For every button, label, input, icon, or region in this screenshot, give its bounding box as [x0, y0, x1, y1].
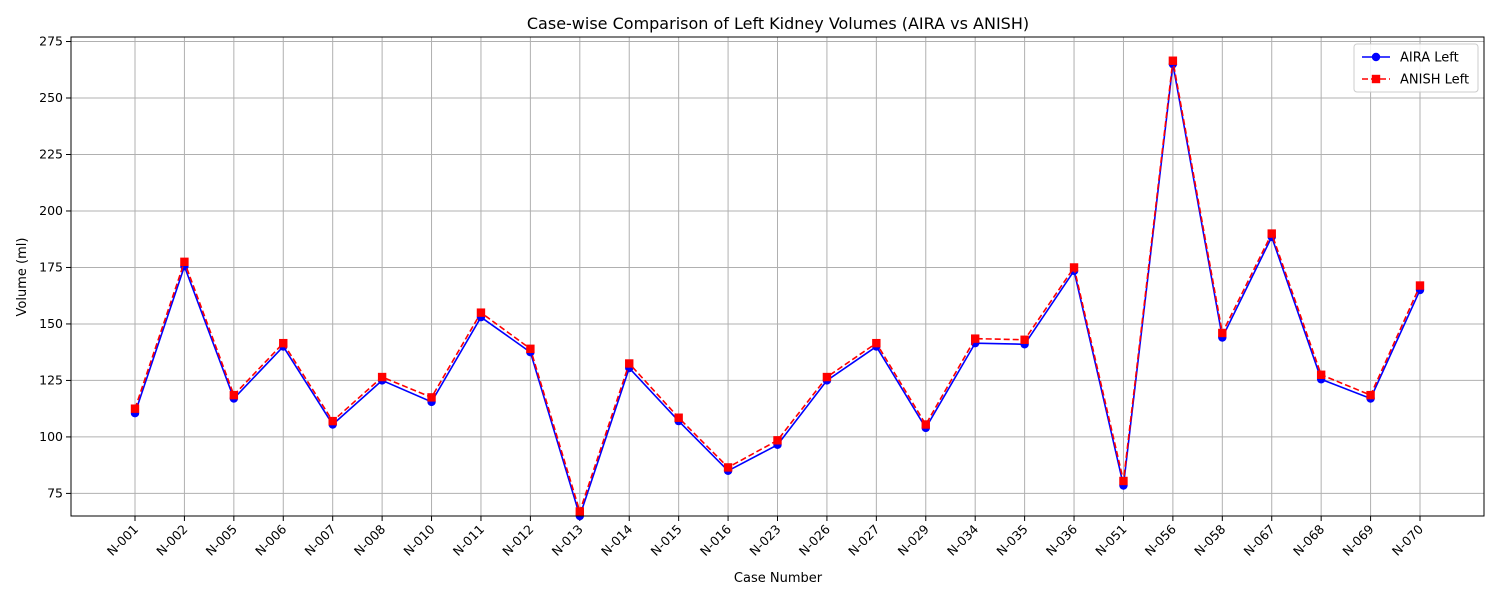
data-point [872, 338, 881, 348]
x-tick-label: N-035 [993, 522, 1030, 559]
x-tick-label: N-027 [845, 522, 882, 559]
x-tick-label: N-023 [746, 522, 783, 559]
data-point [130, 404, 140, 413]
data-point [377, 372, 387, 382]
data-point [1415, 281, 1425, 290]
data-point [1020, 335, 1029, 344]
x-tick-label: N-067 [1241, 522, 1278, 559]
data-point [229, 390, 239, 400]
y-tick-label: 125 [39, 372, 63, 387]
x-tick-label: N-014 [598, 521, 635, 558]
data-point [1168, 56, 1178, 65]
x-tick-label: N-010 [400, 521, 437, 558]
data-point [328, 416, 337, 426]
x-tick-label: N-005 [203, 522, 240, 559]
y-tick-label: 225 [39, 146, 63, 161]
data-point [1218, 328, 1227, 338]
data-point [970, 334, 980, 343]
x-tick-label: N-012 [499, 522, 536, 559]
y-tick-label: 200 [39, 203, 63, 218]
y-tick-label: 100 [39, 429, 63, 444]
legend-box [1353, 43, 1479, 93]
data-point [575, 507, 585, 516]
x-tick-label: N-058 [1191, 521, 1228, 558]
x-axis-label: Case Number [734, 571, 823, 586]
y-axis-label: Volume (ml) [15, 238, 30, 317]
chart-title: Case-wise Comparison of Left Kidney Volu… [527, 14, 1029, 33]
x-tick-label: N-026 [796, 521, 833, 558]
data-point [1267, 229, 1276, 238]
y-tick-label: 175 [39, 259, 63, 274]
x-tick-label: N-034 [944, 521, 981, 558]
data-point [773, 436, 782, 445]
data-point [476, 308, 486, 317]
series [130, 56, 1425, 521]
x-tick-label: N-002 [153, 522, 190, 559]
x-tick-label: N-068 [1290, 521, 1327, 558]
y-tick-label: 75 [47, 485, 63, 500]
data-point [279, 338, 288, 348]
x-tick-label: N-006 [252, 521, 289, 558]
y-tick-label: 150 [39, 316, 63, 331]
data-point [921, 420, 930, 429]
x-tick-label: N-070 [1389, 521, 1426, 558]
x-tick-label: N-036 [1043, 521, 1080, 558]
x-tick-label: N-013 [549, 522, 586, 559]
x-tick-label: N-069 [1339, 521, 1376, 558]
data-point [1366, 390, 1375, 400]
data-point [1119, 476, 1128, 486]
y-tick-label: 250 [39, 90, 63, 105]
data-point [822, 372, 832, 382]
legend: AIRA Left ANISH Left [1353, 43, 1479, 93]
data-point [723, 463, 733, 472]
legend-label: ANISH Left [1400, 73, 1469, 88]
x-tick-label: N-007 [302, 522, 339, 559]
x-tick-label: N-029 [895, 521, 932, 558]
series-anish-left [130, 56, 1425, 516]
data-point [1316, 370, 1326, 379]
x-tick-label: N-008 [351, 521, 388, 558]
y-tick-label: 275 [39, 34, 63, 49]
data-point [526, 344, 535, 354]
x-tick-label: N-011 [450, 522, 487, 559]
legend-marker [1371, 52, 1381, 62]
x-tick-label: N-015 [647, 522, 684, 559]
y-axis-ticks: 75 100 125 150 175 200 225 250 275 [39, 34, 71, 500]
x-tick-label: N-051 [1092, 522, 1129, 559]
plot-area-frame [70, 36, 1485, 517]
data-point [1069, 263, 1079, 272]
data-point [180, 257, 189, 267]
x-tick-label: N-056 [1142, 521, 1179, 558]
x-axis-ticks: N-001 N-002 N-005 N-006 N-007 N-008 N-010 N-011… [104, 516, 1426, 559]
data-point [625, 359, 634, 368]
x-tick-label: N-001 [104, 522, 141, 559]
data-point [427, 393, 436, 402]
legend-marker [1371, 74, 1381, 84]
x-tick-label: N-016 [697, 521, 734, 558]
legend-label: AIRA Left [1400, 51, 1459, 66]
data-point [674, 413, 683, 422]
